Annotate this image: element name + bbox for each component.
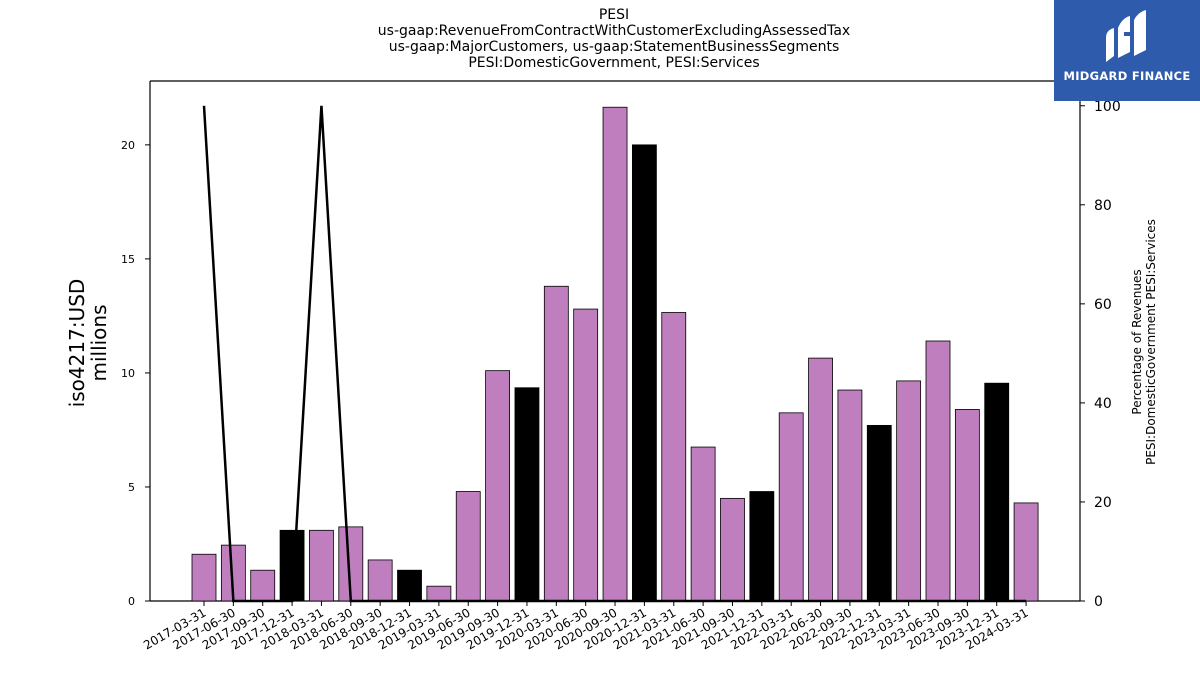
chart-title: PESI us-gaap:RevenueFromContractWithCust… xyxy=(314,7,914,71)
bar-2022-09-30 xyxy=(837,389,863,602)
y-tick-label-0: 0 xyxy=(128,595,135,608)
y2-tick-label-20: 20 xyxy=(1094,495,1112,511)
bar-2020-12-31 xyxy=(632,144,657,602)
y2-tick-label-40: 40 xyxy=(1094,396,1112,412)
y2-tick-label-100: 100 xyxy=(1094,99,1121,115)
bar-2021-12-31 xyxy=(749,491,775,602)
title-line-1: PESI xyxy=(598,7,630,23)
bar-2017-03-31 xyxy=(191,553,217,602)
bar-2023-09-30 xyxy=(954,409,980,602)
bar-2018-09-30 xyxy=(367,559,393,602)
bar-2019-09-30 xyxy=(485,370,511,602)
y-tick-label-20: 20 xyxy=(121,139,135,152)
bar-2020-06-30 xyxy=(573,308,599,602)
title-line-2: us-gaap:RevenueFromContractWithCustomerE… xyxy=(377,23,851,39)
bar-2020-03-31 xyxy=(543,285,569,602)
midgard-logo-icon xyxy=(1106,10,1146,62)
title-line-4: PESI:DomesticGovernment, PESI:Services xyxy=(468,55,760,71)
y-tick-label-10: 10 xyxy=(121,367,135,380)
bar-2023-03-31 xyxy=(896,380,922,602)
title-line-3: us-gaap:MajorCustomers, us-gaap:Statemen… xyxy=(388,39,840,55)
bar-2022-06-30 xyxy=(808,357,833,602)
bar-2019-06-30 xyxy=(455,491,481,602)
bar-2022-03-31 xyxy=(778,412,804,602)
y2-tick-label-0: 0 xyxy=(1094,594,1103,610)
bar-2019-03-31 xyxy=(426,585,452,602)
bar-2019-12-31 xyxy=(514,387,540,602)
bar-2021-06-30 xyxy=(690,446,716,602)
logo-text: MIDGARD FINANCE xyxy=(1063,69,1191,83)
bar-2021-03-31 xyxy=(661,312,687,602)
bar-2021-09-30 xyxy=(720,497,745,602)
y-tick-label-5: 5 xyxy=(128,481,135,494)
y-tick-label-15: 15 xyxy=(121,253,135,266)
bar-2024-03-31 xyxy=(1013,502,1039,602)
bar-2018-12-31 xyxy=(397,569,422,602)
bar-2017-09-30 xyxy=(250,569,276,602)
bar-2023-06-30 xyxy=(925,340,951,602)
bar-2020-09-30 xyxy=(602,106,628,602)
midgard-logo: MIDGARD FINANCE xyxy=(1054,0,1200,101)
bar-2023-12-31 xyxy=(984,382,1010,602)
y2-tick-label-80: 80 xyxy=(1094,198,1112,214)
y2-tick-label-60: 60 xyxy=(1094,297,1112,313)
bar-2018-03-31 xyxy=(309,529,334,602)
bar-2022-12-31 xyxy=(866,424,892,602)
